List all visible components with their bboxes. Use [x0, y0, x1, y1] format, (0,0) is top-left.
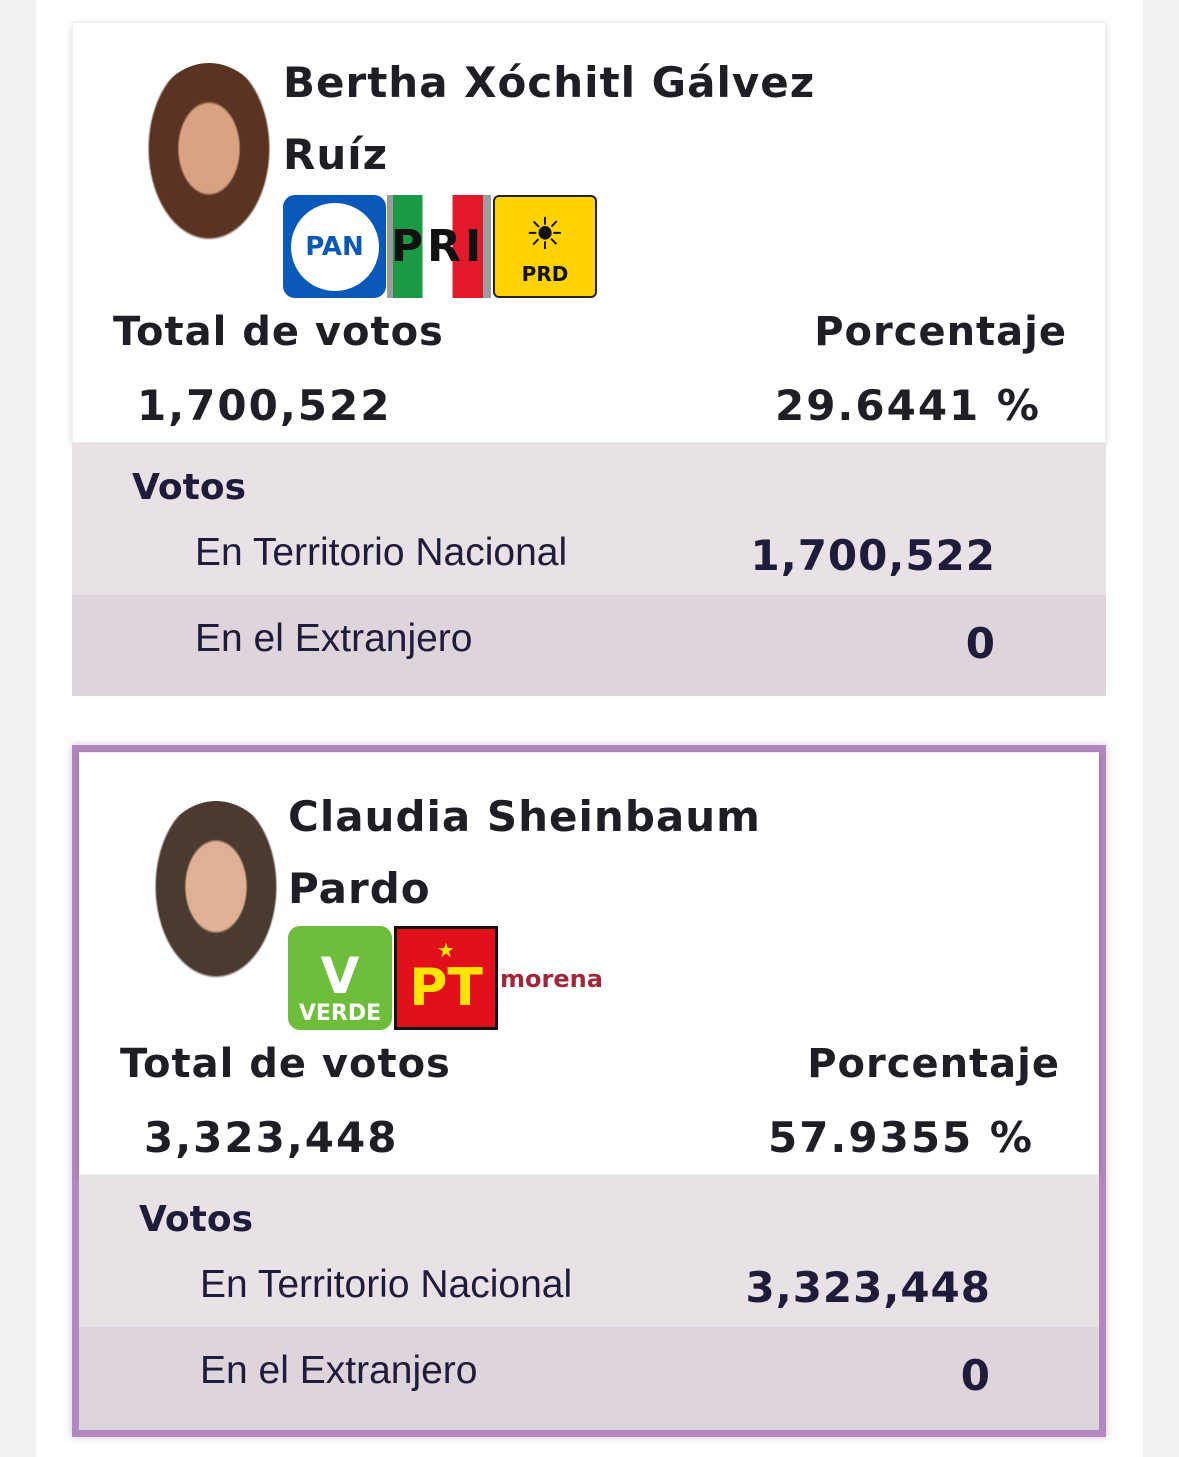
candidate-photo — [139, 63, 279, 253]
total-votes-label: Total de votos — [120, 1041, 451, 1087]
total-votes-label: Total de votos — [113, 309, 444, 355]
votes-nacional-row: Votos En Territorio Nacional 3,323,448 — [79, 1175, 1099, 1327]
pri-logo: PRI — [387, 195, 491, 298]
votes-nacional-row: Votos En Territorio Nacional 1,700,522 — [72, 443, 1106, 595]
nacional-label: En Territorio Nacional — [195, 531, 568, 574]
morena-logo: morena — [500, 965, 603, 993]
prd-logo: ☀ PRD — [493, 195, 597, 298]
percentage-value: 29.6441 % — [774, 381, 1041, 430]
candidate-header: Claudia Sheinbaum Pardo V VERDE ★ PT moren… — [79, 752, 1099, 1175]
votos-heading: Votos — [132, 467, 246, 508]
nacional-value: 1,700,522 — [750, 531, 996, 580]
nacional-label: En Territorio Nacional — [200, 1263, 573, 1306]
candidate-header: Bertha Xóchitl Gálvez Ruíz PAN PRI ☀ PRD … — [72, 22, 1106, 443]
extranjero-label: En el Extranjero — [195, 617, 473, 660]
pan-logo: PAN — [283, 195, 386, 298]
extranjero-value: 0 — [960, 1351, 991, 1400]
pt-logo: ★ PT — [394, 926, 498, 1030]
extranjero-label: En el Extranjero — [200, 1349, 478, 1392]
candidate-name-line1: Bertha Xóchitl Gálvez — [283, 58, 816, 107]
total-votes-value: 1,700,522 — [137, 381, 392, 430]
candidate-card-sheinbaum[interactable]: Claudia Sheinbaum Pardo V VERDE ★ PT moren… — [72, 745, 1106, 1437]
candidate-photo — [146, 801, 286, 991]
verde-logo: V VERDE — [288, 926, 392, 1030]
nacional-value: 3,323,448 — [745, 1263, 991, 1312]
votos-heading: Votos — [139, 1199, 253, 1240]
votes-extranjero-row: En el Extranjero 0 — [72, 595, 1106, 696]
candidate-name-line2: Ruíz — [283, 130, 389, 179]
percentage-label: Porcentaje — [807, 1041, 1060, 1087]
candidate-card-galvez[interactable]: Bertha Xóchitl Gálvez Ruíz PAN PRI ☀ PRD … — [72, 22, 1106, 696]
votes-extranjero-row: En el Extranjero 0 — [79, 1327, 1099, 1430]
candidate-name-line2: Pardo — [288, 864, 431, 913]
candidate-name-line1: Claudia Sheinbaum — [288, 792, 761, 841]
total-votes-value: 3,323,448 — [144, 1113, 399, 1162]
extranjero-value: 0 — [965, 619, 996, 668]
percentage-label: Porcentaje — [814, 309, 1067, 355]
percentage-value: 57.9355 % — [767, 1113, 1034, 1162]
